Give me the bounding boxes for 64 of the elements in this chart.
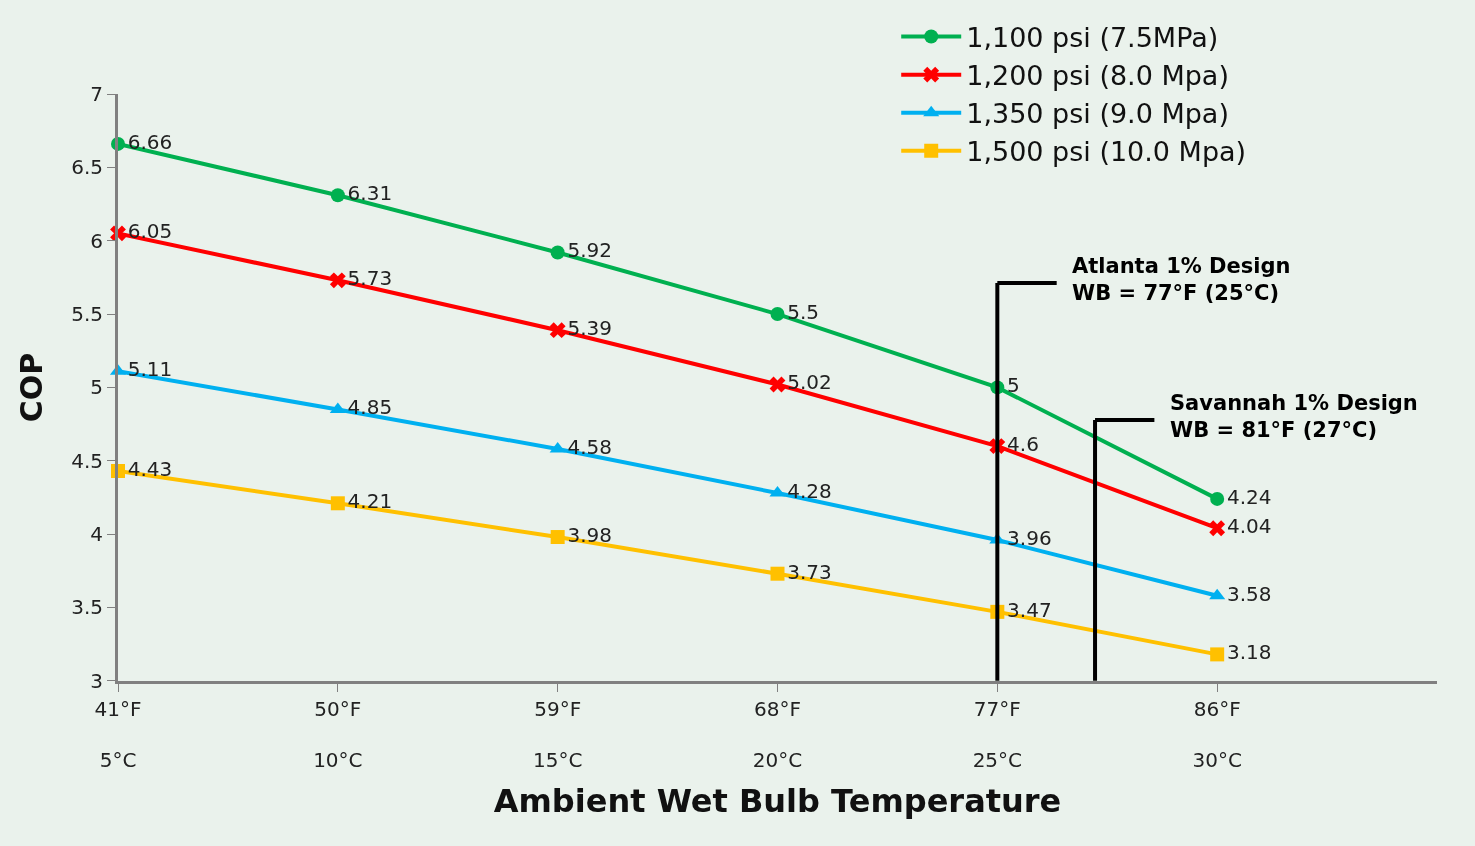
point	[330, 496, 345, 511]
point	[1210, 647, 1225, 662]
point	[549, 322, 566, 339]
y-tick-label: 6.5	[71, 155, 103, 180]
y-tick-label: 3	[90, 668, 103, 693]
point	[770, 307, 785, 322]
data-label: 5.5	[787, 300, 820, 325]
data-label: 4.85	[347, 395, 393, 420]
data-label: 4.28	[787, 479, 832, 504]
x2-tick-label: 20°C	[752, 748, 803, 772]
data-label: 5	[1007, 373, 1020, 398]
data-label: 6.31	[347, 181, 393, 206]
data-label: 3.47	[1007, 597, 1052, 622]
x-tick-label: 59°F	[534, 696, 582, 721]
point	[1209, 520, 1226, 537]
ref-line-label: Atlanta 1% Design WB = 77°F (25°C)	[1072, 254, 1291, 306]
y-axis-title: COP	[14, 352, 50, 423]
x2-tick-label: 5°C	[99, 748, 137, 772]
data-label: 6.66	[127, 129, 173, 154]
point	[770, 566, 785, 581]
x-tick-label: 41°F	[94, 696, 142, 721]
ref-line-label: Savannah 1% Design WB = 81°F (27°C)	[1170, 391, 1418, 443]
legend-label: 1,350 psi (9.0 Mpa)	[966, 98, 1229, 130]
x2-tick-label: 30°C	[1192, 748, 1242, 772]
data-label: 3.18	[1226, 640, 1272, 665]
x-tick-label: 86°F	[1193, 696, 1241, 721]
y-tick-label: 5	[90, 375, 103, 400]
point	[550, 245, 565, 260]
legend-label: 1,100 psi (7.5MPa)	[966, 22, 1219, 54]
data-label: 4.21	[347, 489, 393, 514]
y-tick-label: 4	[90, 522, 103, 547]
legend-label: 1,200 psi (8.0 Mpa)	[966, 60, 1229, 92]
legend-label: 1,500 psi (10.0 Mpa)	[966, 136, 1247, 168]
point	[330, 188, 345, 203]
data-label: 5.39	[567, 316, 612, 341]
data-label: 3.98	[567, 523, 612, 548]
y-tick-label: 6	[90, 228, 103, 253]
point	[329, 272, 346, 289]
x-tick-label: 68°F	[754, 696, 801, 721]
x2-tick-label: 15°C	[532, 748, 583, 772]
data-label: 6.05	[127, 219, 173, 244]
data-label: 5.02	[787, 370, 832, 395]
data-label: 5.73	[347, 266, 393, 291]
data-label: 3.96	[1007, 525, 1052, 550]
data-label: 4.6	[1007, 432, 1039, 457]
data-label: 5.11	[127, 357, 173, 382]
y-tick-label: 7	[90, 82, 103, 106]
x-tick-label: 50°F	[314, 696, 362, 721]
point	[1210, 491, 1225, 506]
point	[550, 530, 565, 545]
data-label: 4.58	[567, 435, 612, 460]
x2-tick-label: 10°C	[313, 748, 363, 772]
data-label: 5.92	[567, 238, 612, 263]
x2-tick-label: 25°C	[972, 748, 1023, 772]
y-tick-label: 4.5	[71, 448, 103, 473]
data-label: 4.04	[1226, 514, 1272, 539]
x-tick-label: 77°F	[973, 696, 1021, 721]
data-label: 4.24	[1226, 484, 1272, 509]
data-label: 3.73	[787, 559, 832, 584]
x-axis-title: Ambient Wet Bulb Temperature	[493, 781, 1062, 820]
y-tick-label: 5.5	[71, 302, 103, 327]
y-tick-label: 3.5	[71, 595, 103, 620]
point	[1209, 588, 1226, 600]
data-label: 3.58	[1226, 581, 1272, 606]
